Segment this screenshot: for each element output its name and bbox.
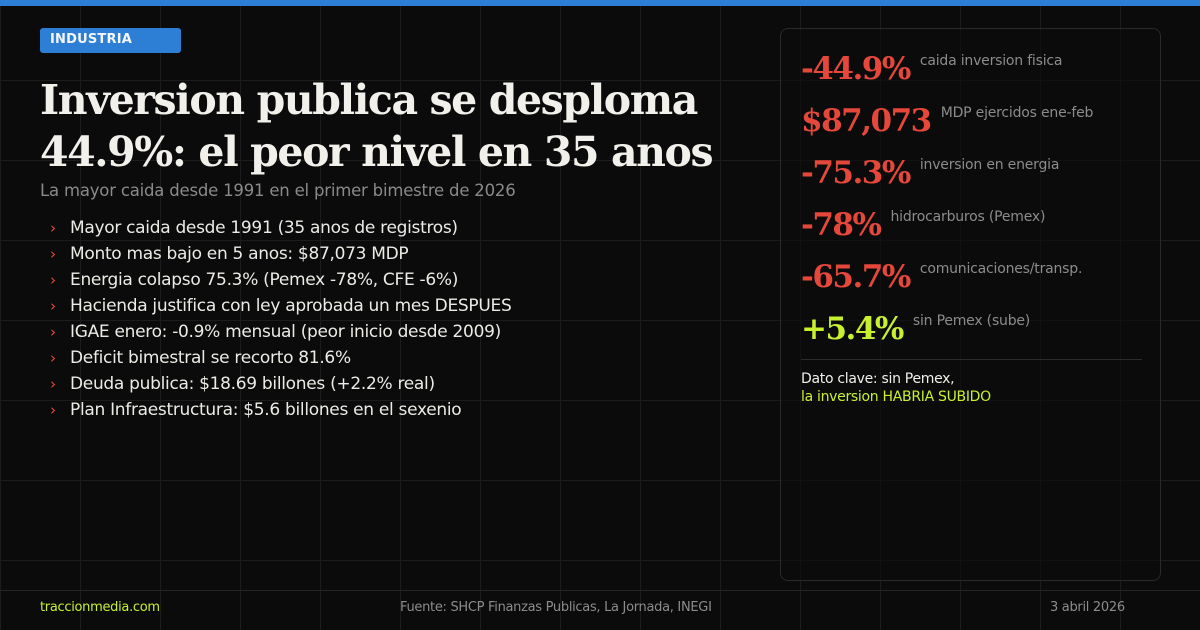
footer-site-link[interactable]: traccionmedia.com — [40, 600, 160, 615]
list-item: › Hacienda justifica con ley aprobada un … — [40, 293, 512, 319]
stat-value: -65.7% — [801, 259, 911, 295]
panel-divider — [801, 359, 1142, 360]
stat-value: +5.4% — [801, 311, 904, 347]
key-fact-line-2: la inversion HABRIA SUBIDO — [801, 389, 991, 405]
chevron-right-icon: › — [50, 375, 56, 393]
stat-label: hidrocarburos (Pemex) — [890, 209, 1046, 225]
stat-value: -44.9% — [801, 51, 911, 87]
chevron-right-icon: › — [50, 245, 56, 263]
chevron-right-icon: › — [50, 297, 56, 315]
footer-divider — [0, 590, 1200, 591]
list-item: › Mayor caida desde 1991 (35 anos de regi… — [40, 215, 511, 241]
key-fact-line-1: Dato clave: sin Pemex, — [801, 371, 955, 387]
list-item: › IGAE enero: -0.9% mensual (peor inicio … — [40, 319, 511, 345]
top-accent-bar — [0, 0, 1200, 6]
stat-row: +5.4% sin Pemex (sube) — [801, 309, 1030, 349]
stat-label: MDP ejercidos ene-feb — [940, 105, 1094, 121]
list-item: › Energia colapso 75.3% (Pemex -78%, CFE … — [40, 267, 511, 293]
stat-row: $87,073 MDP ejercidos ene-feb — [801, 101, 1093, 141]
list-item-text: IGAE enero: -0.9% mensual (peor inicio d… — [70, 322, 501, 342]
stat-label: comunicaciones/transp. — [919, 261, 1083, 277]
chevron-right-icon: › — [50, 349, 56, 367]
stat-value: -75.3% — [801, 155, 911, 191]
stats-panel: -44.9% caida inversion fisica $87,073 MD… — [780, 28, 1161, 581]
list-item-text: Monto mas bajo en 5 anos: $87,073 MDP — [70, 244, 409, 264]
chevron-right-icon: › — [50, 323, 56, 341]
list-item-text: Deficit bimestral se recorto 81.6% — [70, 348, 351, 368]
list-item-text: Hacienda justifica con ley aprobada un m… — [70, 296, 512, 316]
chevron-right-icon: › — [50, 401, 56, 419]
footer-date: 3 abril 2026 — [1050, 600, 1125, 615]
stat-row: -78% hidrocarburos (Pemex) — [801, 205, 1045, 245]
list-item: › Deficit bimestral se recorto 81.6% — [40, 345, 511, 371]
list-item: › Plan Infraestructura: $5.6 billones en … — [40, 397, 511, 423]
subtitle: La mayor caida desde 1991 en el primer b… — [40, 181, 516, 200]
headline: Inversion publica se desploma 44.9%: el … — [40, 74, 740, 178]
chevron-right-icon: › — [50, 219, 56, 237]
stat-row: -65.7% comunicaciones/transp. — [801, 257, 1082, 297]
list-item-text: Plan Infraestructura: $5.6 billones en e… — [70, 400, 462, 420]
category-tag: INDUSTRIA — [40, 28, 181, 53]
key-fact: Dato clave: sin Pemex, la inversion HABR… — [801, 370, 991, 406]
bullet-list: › Mayor caida desde 1991 (35 anos de regi… — [40, 215, 512, 423]
chevron-right-icon: › — [50, 271, 56, 289]
stat-value: $87,073 — [801, 103, 932, 139]
headline-line-1: Inversion publica se desploma — [40, 76, 698, 124]
list-item-text: Energia colapso 75.3% (Pemex -78%, CFE -… — [70, 270, 459, 290]
stat-label: inversion en energia — [919, 157, 1060, 173]
stat-row: -44.9% caida inversion fisica — [801, 49, 1062, 89]
list-item-text: Mayor caida desde 1991 (35 anos de regis… — [70, 218, 458, 238]
stat-value: -78% — [801, 207, 882, 243]
list-item-text: Deuda publica: $18.69 billones (+2.2% re… — [70, 374, 435, 394]
list-item: › Deuda publica: $18.69 billones (+2.2% r… — [40, 371, 511, 397]
stat-row: -75.3% inversion en energia — [801, 153, 1059, 193]
stat-label: caida inversion fisica — [919, 53, 1063, 69]
headline-line-2: 44.9%: el peor nivel en 35 anos — [40, 128, 714, 176]
footer-source: Fuente: SHCP Finanzas Publicas, La Jorna… — [400, 600, 712, 615]
stat-label: sin Pemex (sube) — [912, 313, 1031, 329]
list-item: › Monto mas bajo en 5 anos: $87,073 MDP — [40, 241, 511, 267]
